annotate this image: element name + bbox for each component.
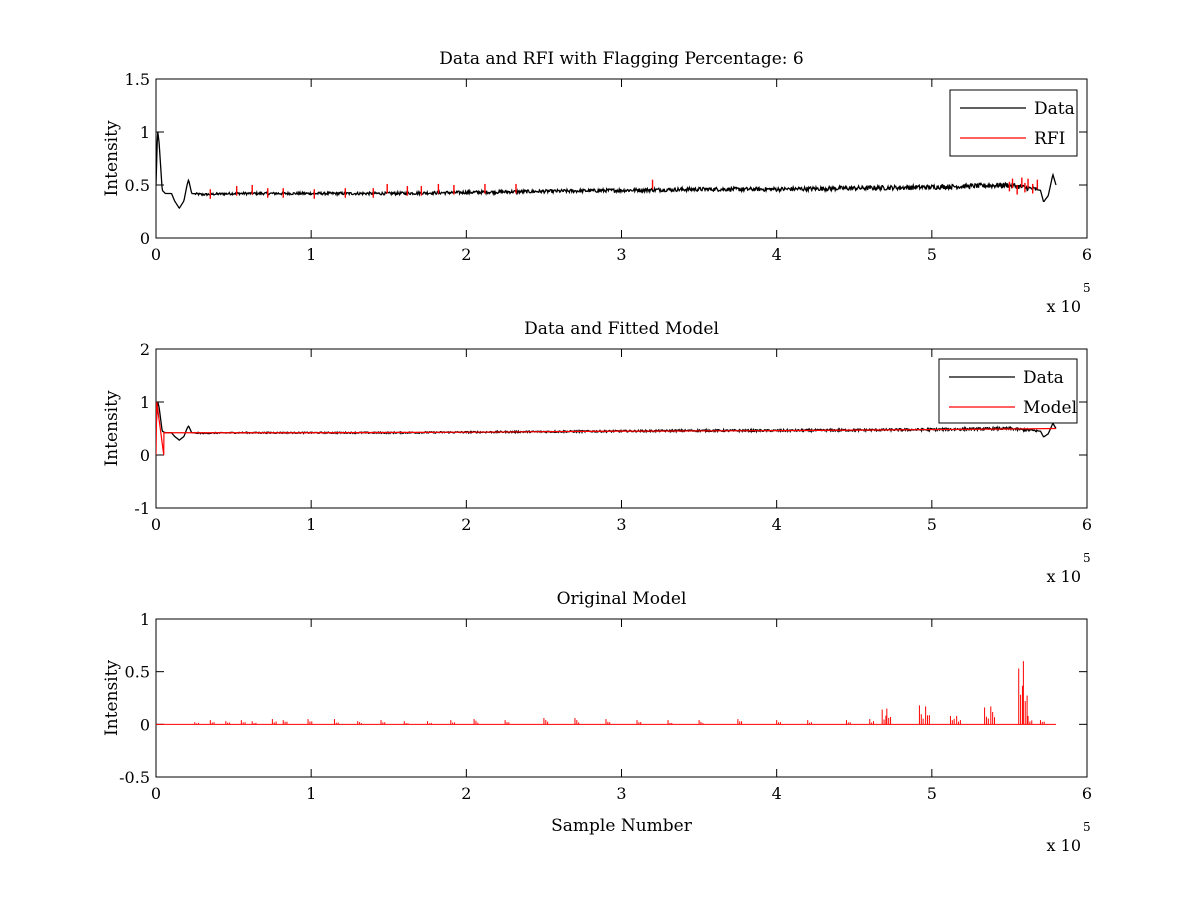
- legend: Data RFI: [949, 89, 1078, 157]
- y-tick-label: 0: [140, 715, 150, 734]
- x-tick-label: 3: [616, 515, 626, 534]
- y-tick-label: 1.5: [125, 70, 150, 89]
- x-tick-label: 6: [1082, 784, 1092, 803]
- x-exponent-power: 5: [1083, 281, 1091, 295]
- x-tick-label: 4: [772, 784, 782, 803]
- x-exponent-label: x 10: [1047, 567, 1081, 586]
- y-tick-label: -1: [134, 499, 150, 518]
- x-tick-label: 3: [616, 245, 626, 264]
- x-tick-label: 2: [461, 784, 471, 803]
- subplot-title: Data and Fitted Model: [524, 319, 719, 339]
- plot-area: [156, 131, 1057, 210]
- subplot-title: Data and RFI with Flagging Percentage: 6: [439, 49, 803, 69]
- legend-label-rfi: RFI: [1034, 129, 1065, 149]
- x-tick-label: 1: [306, 245, 316, 264]
- x-exponent-label: x 10: [1047, 297, 1081, 316]
- y-tick-label: 0: [140, 446, 150, 465]
- y-axis-label: Intensity: [102, 120, 122, 196]
- x-tick-label: 4: [772, 515, 782, 534]
- axes-frame: [155, 618, 1088, 778]
- plot-area: [156, 661, 1056, 725]
- x-tick-label: 5: [927, 515, 937, 534]
- x-exponent-label: x 10: [1047, 836, 1081, 855]
- subplot-title: Original Model: [557, 589, 687, 609]
- legend-label-data: Data: [1034, 99, 1075, 119]
- y-tick-label: 0: [140, 229, 150, 248]
- x-tick-label: 3: [616, 784, 626, 803]
- series-line-model: [156, 401, 1056, 456]
- x-exponent-power: 5: [1083, 820, 1091, 834]
- y-tick-label: 0.5: [125, 176, 150, 195]
- y-tick-label: 1: [140, 610, 150, 629]
- y-tick-label: 0.5: [125, 663, 150, 682]
- x-tick-label: 1: [306, 784, 316, 803]
- x-tick-label: 6: [1082, 245, 1092, 264]
- plot-area: [156, 401, 1057, 456]
- legend-box: [949, 89, 1078, 157]
- x-tick-label: 6: [1082, 515, 1092, 534]
- y-tick-label: 2: [140, 340, 150, 359]
- x-tick-label: 2: [461, 245, 471, 264]
- legend-box: [938, 358, 1078, 424]
- x-axis-label: Sample Number: [551, 816, 693, 836]
- x-tick-label: 2: [461, 515, 471, 534]
- x-tick-label: 5: [927, 245, 937, 264]
- x-tick-label: 0: [151, 515, 161, 534]
- x-tick-label: 5: [927, 784, 937, 803]
- y-tick-label: -0.5: [119, 768, 150, 787]
- y-tick-label: 1: [140, 123, 150, 142]
- legend: Data Model: [938, 358, 1078, 424]
- legend-label-data: Data: [1023, 368, 1064, 388]
- series-line-data: [156, 131, 1057, 210]
- subplot-1: 0 1 2 3 4 5 6 0 0.5 1 1.5 Data and RFI with Flaggin…: [102, 49, 1092, 316]
- y-tick-label: 1: [140, 393, 150, 412]
- x-tick-label: 0: [151, 245, 161, 264]
- legend-label-model: Model: [1023, 398, 1077, 418]
- x-tick-label: 4: [772, 245, 782, 264]
- y-axis-label: Intensity: [102, 390, 122, 466]
- axes-frame: [155, 78, 1088, 239]
- x-tick-label: 1: [306, 515, 316, 534]
- x-tick-label: 0: [151, 784, 161, 803]
- y-axis-label: Intensity: [102, 660, 122, 736]
- x-exponent-power: 5: [1083, 551, 1091, 565]
